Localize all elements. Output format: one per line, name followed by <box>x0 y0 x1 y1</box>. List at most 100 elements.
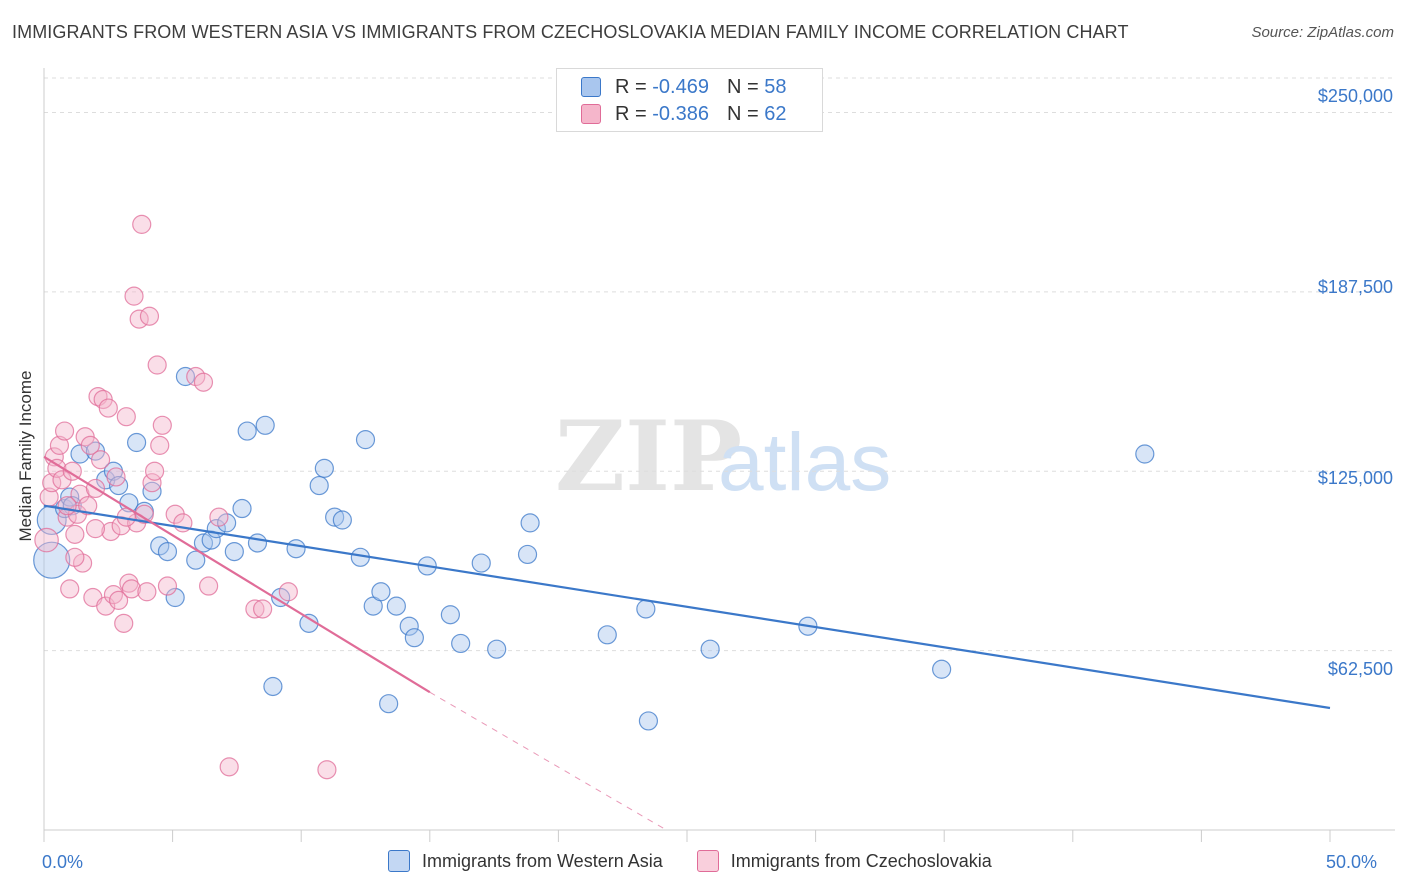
czechoslovakia-point <box>157 576 178 596</box>
czechoslovakia-point <box>186 366 206 387</box>
western-asia-point <box>932 659 952 679</box>
czechoslovakia-point <box>317 760 337 780</box>
czechoslovakia-point <box>144 461 165 481</box>
western-asia-point <box>471 553 491 573</box>
western-asia-point <box>271 587 291 608</box>
czechoslovakia-point <box>253 599 273 619</box>
western-asia-point <box>237 421 257 441</box>
czechoslovakia-point <box>199 576 219 596</box>
western-asia-point <box>386 596 406 616</box>
western-asia-trendline <box>43 504 1331 710</box>
western-asia-point <box>520 513 540 533</box>
legend-n-value: 62 <box>764 102 787 125</box>
czechoslovakia-point <box>49 435 70 455</box>
western-asia-point <box>371 582 391 602</box>
y-axis-label: Median Family Income <box>16 370 35 542</box>
czechoslovakia-point <box>98 398 118 418</box>
western-asia-point <box>217 513 237 533</box>
legend-r-label: R = <box>615 102 647 125</box>
czechoslovakia-point <box>278 582 298 602</box>
source-label: Source: ZipAtlas.com <box>1251 24 1394 41</box>
legend-n-label: N = <box>726 75 759 98</box>
western-asia-point <box>325 507 345 527</box>
western-asia-point <box>157 541 178 562</box>
czechoslovakia-trendline-extension <box>429 691 667 831</box>
czechoslovakia-trendline <box>43 455 431 694</box>
western-asia-point <box>517 544 538 565</box>
czechoslovakia-point <box>47 458 67 478</box>
czechoslovakia-point <box>116 407 136 427</box>
legend-r-label: R = <box>615 75 647 98</box>
czechoslovakia-point <box>219 757 239 777</box>
czechoslovakia-point <box>60 579 80 599</box>
western-asia-point <box>636 599 656 619</box>
watermark: atlas <box>718 417 891 508</box>
legend-n-value: 58 <box>764 75 787 98</box>
legend-label: Immigrants from Czechoslovakia <box>730 850 992 871</box>
western-asia-point <box>440 605 460 625</box>
western-asia-point <box>700 639 720 659</box>
czechoslovakia-point <box>80 435 100 455</box>
x-tick-label: 50.0% <box>1326 852 1378 872</box>
czechoslovakia-point <box>54 421 75 441</box>
chart-title: IMMIGRANTS FROM WESTERN ASIA VS IMMIGRAN… <box>12 22 1129 42</box>
czechoslovakia-point <box>101 521 121 542</box>
czechoslovakia-point <box>121 579 142 599</box>
legend-n-label: N = <box>726 102 759 125</box>
legend-r-value: -0.386 <box>652 102 709 125</box>
western-asia-point <box>224 541 244 562</box>
czechoslovakia-point <box>150 435 170 455</box>
czechoslovakia-point <box>142 473 162 493</box>
western-asia-point <box>247 533 268 553</box>
pink-swatch-icon <box>581 104 601 124</box>
legend-r-value: -0.469 <box>652 75 709 98</box>
western-asia-point <box>638 711 659 731</box>
series-legend: Immigrants from Western Asia Immigrants … <box>388 850 1026 872</box>
czechoslovakia-point <box>193 372 214 392</box>
legend-item-czechoslovakia[interactable]: Immigrants from Czechoslovakia <box>696 850 992 872</box>
y-tick-label: $187,500 <box>1317 277 1393 297</box>
blue-swatch-icon <box>581 77 601 97</box>
czechoslovakia-point <box>152 415 172 435</box>
y-tick-label: $250,000 <box>1317 86 1393 106</box>
western-asia-point <box>263 676 283 697</box>
watermark: ZIP <box>555 400 742 513</box>
czechoslovakia-point <box>57 496 77 516</box>
czechoslovakia-point <box>78 496 98 516</box>
western-asia-point <box>286 539 306 559</box>
western-asia-point <box>597 625 617 645</box>
czechoslovakia-point <box>90 450 111 470</box>
western-asia-point <box>487 639 507 659</box>
czechoslovakia-point <box>245 599 265 619</box>
czechoslovakia-point <box>108 590 129 610</box>
western-asia-point <box>150 536 170 556</box>
blue-swatch-icon <box>388 850 410 872</box>
czechoslovakia-point <box>147 355 167 375</box>
czechoslovakia-point <box>65 524 85 544</box>
czechoslovakia-point <box>132 214 152 234</box>
western-asia-point <box>175 366 196 387</box>
czechoslovakia-point <box>85 519 106 539</box>
correlation-legend: R = -0.469 N = 58 R = -0.386 N = 62 <box>556 68 823 132</box>
western-asia-point <box>309 475 329 496</box>
western-asia-point <box>186 550 206 570</box>
western-asia-point <box>314 458 334 478</box>
czechoslovakia-point <box>65 547 85 567</box>
y-tick-label: $62,500 <box>1327 659 1393 679</box>
czechoslovakia-point <box>124 286 144 306</box>
pink-swatch-icon <box>696 850 719 872</box>
czechoslovakia-point <box>137 582 157 602</box>
czechoslovakia-point <box>72 553 93 573</box>
legend-item-western-asia[interactable]: Immigrants from Western Asia <box>388 850 663 872</box>
czechoslovakia-point <box>209 507 229 527</box>
western-asia-point <box>126 432 147 453</box>
western-asia-point <box>332 510 352 530</box>
western-asia-point <box>379 694 399 714</box>
western-asia-point <box>451 633 471 654</box>
western-asia-point <box>399 616 419 636</box>
legend-row-western-asia: R = -0.469 N = 58 <box>581 75 786 99</box>
czechoslovakia-point <box>103 585 124 605</box>
czechoslovakia-point <box>106 467 126 487</box>
western-asia-point <box>355 430 376 450</box>
